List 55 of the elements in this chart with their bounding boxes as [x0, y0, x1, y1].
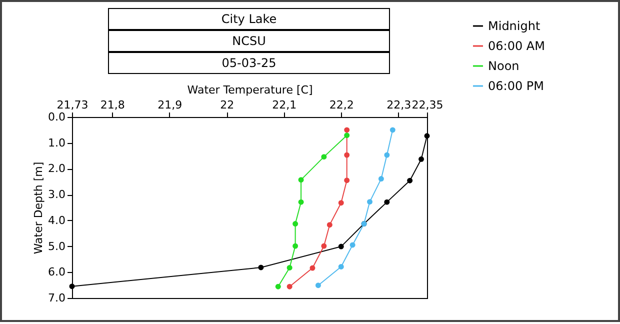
legend-label: 06:00 PM	[488, 79, 544, 93]
point	[390, 127, 396, 133]
text: 05-03-25	[108, 52, 390, 74]
x-tick-label: 21,8	[100, 98, 125, 112]
y-tick-label: 3.0	[48, 188, 66, 202]
y-tick-label: 7.0	[48, 292, 66, 304]
y-tick-label: 4.0	[48, 214, 66, 227]
x-tick-label: 22,35	[412, 98, 444, 112]
point	[315, 282, 321, 288]
point	[298, 177, 304, 183]
point	[424, 133, 430, 139]
point	[292, 221, 298, 227]
point	[258, 264, 264, 270]
y-tick-label: 1.0	[48, 136, 66, 150]
y-axis-title: Water Depth [m]	[32, 162, 46, 254]
x-tick-label: 22,3	[386, 98, 412, 112]
point	[344, 178, 350, 184]
x-tick-label: 21,9	[158, 98, 182, 112]
point	[286, 284, 292, 290]
point	[384, 199, 390, 205]
x-tick-label: 22,2	[329, 98, 354, 112]
point	[310, 265, 316, 271]
chart-title: City Lake	[108, 8, 390, 30]
point	[338, 264, 344, 270]
point	[275, 284, 281, 290]
point	[344, 127, 350, 133]
y-tick-label: 6.0	[48, 266, 66, 279]
point	[344, 132, 350, 138]
y-tick-label: 0.0	[48, 110, 66, 124]
point	[298, 199, 304, 205]
point	[344, 152, 350, 158]
x-axis-title: Water Temperature [C]	[187, 84, 313, 96]
legend-label: Noon	[488, 59, 520, 73]
y-tick-label: 5.0	[48, 240, 66, 253]
point	[350, 242, 356, 248]
point	[326, 222, 332, 228]
point	[367, 199, 372, 205]
point	[407, 178, 413, 184]
x-tick-label: 22	[220, 98, 234, 112]
x-tick-label: 21,73	[56, 98, 88, 112]
point	[384, 152, 390, 158]
point	[378, 176, 384, 182]
point	[69, 284, 75, 290]
point	[321, 154, 327, 160]
point	[338, 244, 344, 250]
y-tick-label: 2.0	[48, 162, 66, 176]
point	[292, 243, 298, 249]
legend-label: Midnight	[488, 19, 540, 33]
chart-subtitle: NCSU	[108, 30, 390, 52]
point	[418, 156, 424, 162]
point	[321, 243, 327, 249]
point	[286, 265, 292, 270]
legend-label: 06:00 AM	[488, 39, 545, 53]
point	[338, 200, 344, 206]
x-tick-label: 22,1	[272, 98, 297, 112]
